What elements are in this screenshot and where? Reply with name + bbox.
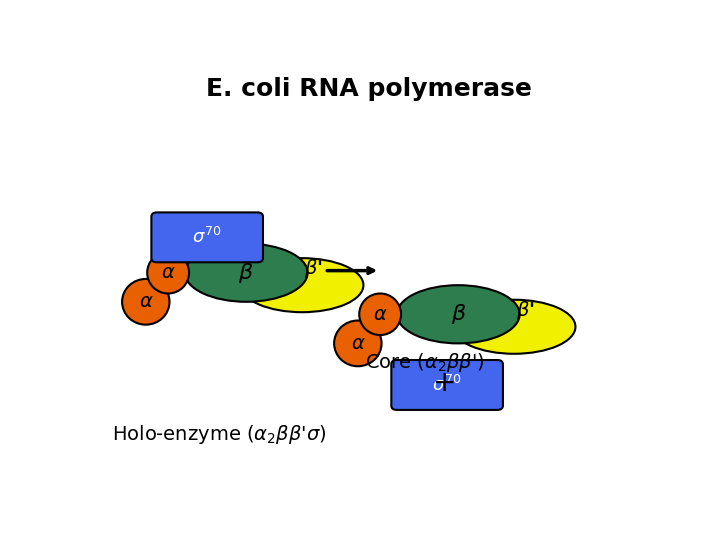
Text: $\beta$': $\beta$'	[516, 299, 534, 322]
Text: $\beta$': $\beta$'	[304, 257, 323, 280]
FancyBboxPatch shape	[392, 360, 503, 410]
Text: $\beta$: $\beta$	[451, 302, 466, 326]
Ellipse shape	[147, 252, 189, 293]
Ellipse shape	[397, 285, 520, 343]
Text: $\alpha$: $\alpha$	[161, 263, 176, 282]
Ellipse shape	[122, 279, 169, 325]
Ellipse shape	[185, 244, 307, 302]
Text: $\alpha$: $\alpha$	[351, 334, 365, 353]
FancyBboxPatch shape	[151, 212, 263, 262]
Ellipse shape	[334, 321, 382, 366]
Text: E. coli RNA polymerase: E. coli RNA polymerase	[206, 77, 532, 102]
Text: $\alpha$: $\alpha$	[138, 292, 153, 311]
Text: $\sigma^{70}$: $\sigma^{70}$	[192, 227, 222, 247]
Ellipse shape	[240, 258, 364, 312]
Ellipse shape	[453, 300, 575, 354]
Text: $\beta$: $\beta$	[238, 261, 254, 285]
Ellipse shape	[359, 293, 401, 335]
Text: +: +	[433, 369, 456, 397]
Text: Core ($\alpha_2\beta\beta$'): Core ($\alpha_2\beta\beta$')	[365, 350, 485, 374]
Text: $\sigma^{70}$: $\sigma^{70}$	[433, 375, 462, 395]
Text: $\alpha$: $\alpha$	[373, 305, 387, 324]
Text: Holo-enzyme ($\alpha_2\beta\beta$'$\sigma$): Holo-enzyme ($\alpha_2\beta\beta$'$\sigm…	[112, 423, 327, 447]
